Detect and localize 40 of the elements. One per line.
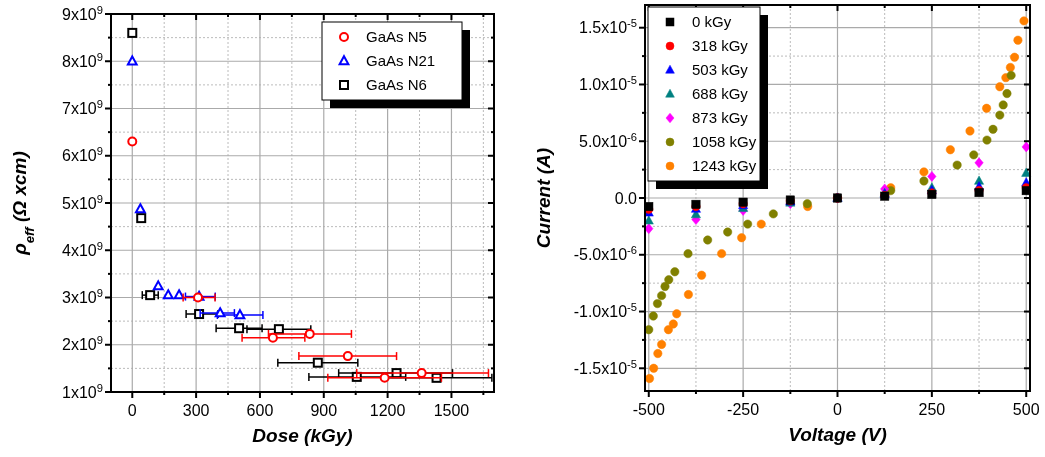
y-tick-label: 8x10$^{9}$ <box>62 50 103 70</box>
y-tick-label: 9x10$^{9}$ <box>62 3 103 23</box>
x-axis-title: Dose (kGy) <box>252 425 353 446</box>
x-tick-label: 250 <box>918 401 946 418</box>
y-tick-label: 3x10$^{9}$ <box>62 287 103 307</box>
x-tick-label: -500 <box>632 401 665 418</box>
legend-label: GaAs N6 <box>366 76 427 94</box>
y-tick-label: 2x10$^{9}$ <box>62 334 103 354</box>
legend-label: 0 kGy <box>692 13 732 31</box>
y-tick-label: 6x10$^{9}$ <box>62 145 103 165</box>
x-tick-label: 1200 <box>369 402 406 419</box>
y-tick-label: 1.5x10$^{-5}$ <box>579 17 637 37</box>
legend-label: 318 kGy <box>692 37 749 55</box>
legend-label: 503 kGy <box>692 61 749 79</box>
y-tick-label: 1.0x10$^{-5}$ <box>579 74 637 94</box>
legend-label: 688 kGy <box>692 85 749 103</box>
y-tick-label: -1.0x10$^{-5}$ <box>573 301 637 321</box>
legend-label: 873 kGy <box>692 109 749 127</box>
x-axis-title: Voltage (V) <box>788 424 887 445</box>
x-tick-label: -250 <box>727 401 760 418</box>
y-tick-label: 1x10$^{9}$ <box>62 381 103 401</box>
legend-label: GaAs N5 <box>366 28 427 46</box>
y-tick-label: 5x10$^{9}$ <box>62 192 103 212</box>
y-tick-label: 4x10$^{9}$ <box>62 239 103 259</box>
y-tick-label: -1.5x10$^{-5}$ <box>573 357 637 377</box>
x-tick-label: 900 <box>310 402 338 419</box>
x-tick-label: 300 <box>182 402 210 419</box>
legend-label: GaAs N21 <box>366 52 436 70</box>
x-tick-label: 0 <box>127 402 137 419</box>
y-tick-label: -5.0x10$^{-6}$ <box>573 244 637 264</box>
y-tick-label: 5.0x10$^{-6}$ <box>579 130 637 150</box>
x-tick-label: 600 <box>246 402 274 419</box>
y-axis-title: Current (A) <box>533 147 554 249</box>
x-tick-label: 500 <box>1012 401 1040 418</box>
x-tick-label: 0 <box>833 401 843 418</box>
legend-label: 1243 kGy <box>692 157 757 175</box>
y-tick-label: 0.0 <box>614 189 638 207</box>
legend-label: 1058 kGy <box>692 133 757 151</box>
x-tick-label: 1500 <box>433 402 470 419</box>
y-tick-label: 7x10$^{9}$ <box>62 98 103 118</box>
